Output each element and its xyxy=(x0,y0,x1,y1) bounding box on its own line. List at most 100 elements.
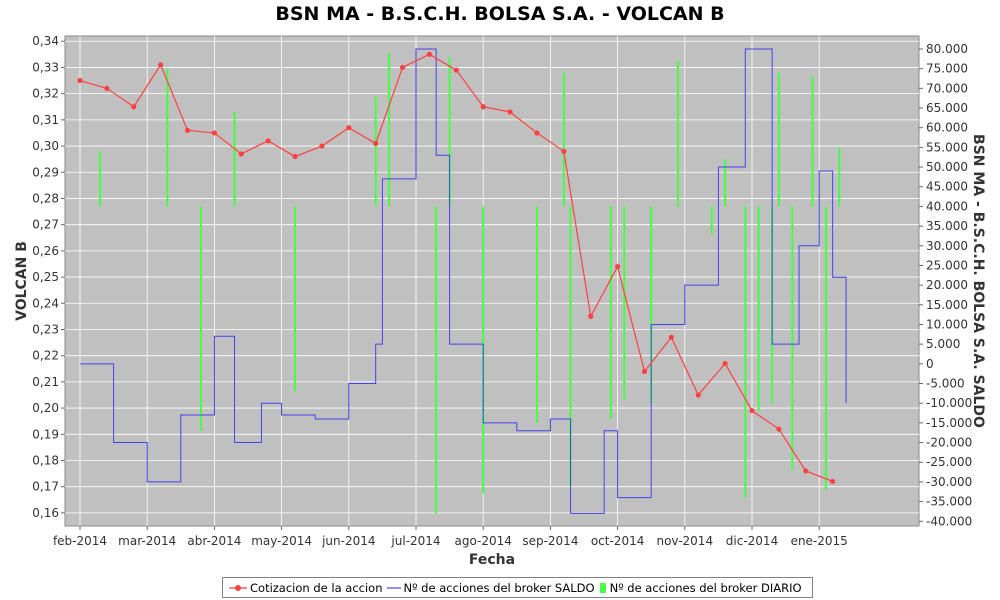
daily-bar xyxy=(233,111,236,207)
daily-bar xyxy=(294,206,297,392)
price-point xyxy=(131,104,137,110)
saldo-line xyxy=(80,48,847,514)
legend-diario-swatch xyxy=(599,582,606,593)
price-point xyxy=(77,77,83,84)
price-point xyxy=(507,109,513,115)
chart: 0,16 0,17 0,18 0,19 0,20 0,21 0,22 0,23 0,24 0,25… xyxy=(14,34,986,568)
x-axis-label: Fecha xyxy=(469,552,515,568)
price-point xyxy=(615,263,621,270)
y-left-tick-label: 0,26 xyxy=(32,244,59,258)
y-right-tick-label: -10.000 xyxy=(926,396,972,410)
daily-bar xyxy=(99,151,102,207)
y-axis-right-label: BSN MA - B.S.C.H. BOLSA S.A. SALDO xyxy=(970,134,986,428)
x-tick-label: oct-2014 xyxy=(591,534,645,548)
y-right-tick-label: 40.000 xyxy=(926,199,968,213)
y-right-tick-label: 0 xyxy=(926,357,934,371)
y-right-tick-label: 45.000 xyxy=(926,180,968,194)
daily-bar xyxy=(199,206,202,431)
y-right-tick-label: -40.000 xyxy=(926,514,972,528)
daily-bar xyxy=(374,96,377,207)
legend-item-saldo: Nº de acciones del broker SALDO xyxy=(386,580,595,595)
daily-bar xyxy=(388,52,391,207)
daily-bar xyxy=(623,206,626,400)
x-tick-label: abr-2014 xyxy=(187,534,241,548)
y-right-tick-label: 50.000 xyxy=(926,160,968,174)
price-point xyxy=(776,426,782,432)
y-right-tick-label: -35.000 xyxy=(926,495,972,509)
price-point xyxy=(480,104,486,110)
y-right-tick-label: 20.000 xyxy=(926,278,968,292)
price-point xyxy=(184,127,191,133)
y-right-tick-label: 55.000 xyxy=(926,140,968,154)
legend-item-diario: Nº de acciones del broker DIARIO xyxy=(599,581,802,595)
legend-price-swatch xyxy=(229,584,247,591)
price-point xyxy=(588,313,594,319)
price-point xyxy=(722,360,728,367)
y-left-tick-label: 0,24 xyxy=(32,296,59,310)
price-point xyxy=(211,130,217,136)
daily-bar xyxy=(448,56,451,207)
y-left-tick-label: 0,34 xyxy=(32,34,59,48)
daily-bar xyxy=(777,72,780,207)
y-right-tick-label: 60.000 xyxy=(926,121,968,135)
price-point xyxy=(265,138,271,144)
y-left-tick-label: 0,31 xyxy=(32,113,59,127)
price-point xyxy=(292,153,298,160)
price-point xyxy=(426,51,433,57)
y-right-tick-label: 35.000 xyxy=(926,219,968,233)
legend-item-price: Cotizacion de la accion xyxy=(229,581,383,595)
plot-area xyxy=(64,35,920,527)
y-right-tick-label: -15.000 xyxy=(926,416,972,430)
daily-bar xyxy=(791,206,794,471)
y-right-tick-label: 10.000 xyxy=(926,317,968,331)
price-point xyxy=(803,468,809,474)
daily-bar xyxy=(757,206,760,412)
price-point xyxy=(695,392,701,398)
daily-bar xyxy=(824,206,827,490)
legend-saldo-swatch xyxy=(386,586,401,589)
daily-bar xyxy=(535,206,538,423)
price-point xyxy=(561,148,567,154)
price-point xyxy=(319,143,325,149)
y-left-tick-label: 0,25 xyxy=(32,270,59,284)
price-point xyxy=(373,140,379,147)
y-left-tick-label: 0,16 xyxy=(32,506,59,520)
price-point xyxy=(534,130,540,136)
daily-bar xyxy=(569,206,572,486)
y-left-tick-label: 0,32 xyxy=(32,87,59,101)
y-left-tick-label: 0,33 xyxy=(32,60,59,74)
daily-bar xyxy=(710,206,713,234)
x-tick-label: ago-2014 xyxy=(454,534,511,548)
y-left-tick-label: 0,30 xyxy=(32,139,59,153)
daily-bar xyxy=(811,76,814,207)
y-left-tick-label: 0,20 xyxy=(32,401,59,415)
price-point xyxy=(668,334,674,340)
legend-price-label: Cotizacion de la accion xyxy=(250,580,383,595)
price-point xyxy=(453,67,459,73)
chart-title: BSN MA - B.S.C.H. BOLSA S.A. - VOLCAN B xyxy=(275,3,725,25)
y-right-tick-label: 75.000 xyxy=(926,62,968,76)
daily-bar xyxy=(744,206,747,498)
y-right-tick-label: -30.000 xyxy=(926,475,972,489)
price-point xyxy=(158,62,164,68)
y-right-tick-label: 80.000 xyxy=(926,42,968,56)
y-left-tick-label: 0,23 xyxy=(32,322,59,336)
y-left-tick-label: 0,28 xyxy=(32,191,59,205)
y-right-tick-label: 5.000 xyxy=(926,337,960,351)
price-point xyxy=(104,85,110,92)
daily-bar xyxy=(609,206,612,419)
y-left-tick-label: 0,21 xyxy=(32,375,59,389)
x-tick-label: mar-2014 xyxy=(118,534,176,548)
y-right-tick-label: 25.000 xyxy=(926,258,968,272)
daily-bar xyxy=(562,72,565,207)
y-left-tick-label: 0,27 xyxy=(32,218,59,232)
daily-bar xyxy=(435,206,438,514)
legend: Cotizacion de la accion Nº de acciones d… xyxy=(222,577,813,598)
price-point xyxy=(399,64,406,71)
y-right-tick-label: 15.000 xyxy=(926,298,968,312)
legend-saldo-label: Nº de acciones del broker SALDO xyxy=(403,580,595,595)
y-right-tick-label: 30.000 xyxy=(926,239,968,253)
y-right-tick-label: -25.000 xyxy=(926,455,972,469)
x-tick-label: nov-2014 xyxy=(656,534,713,548)
y-left-tick-label: 0,17 xyxy=(32,480,59,494)
